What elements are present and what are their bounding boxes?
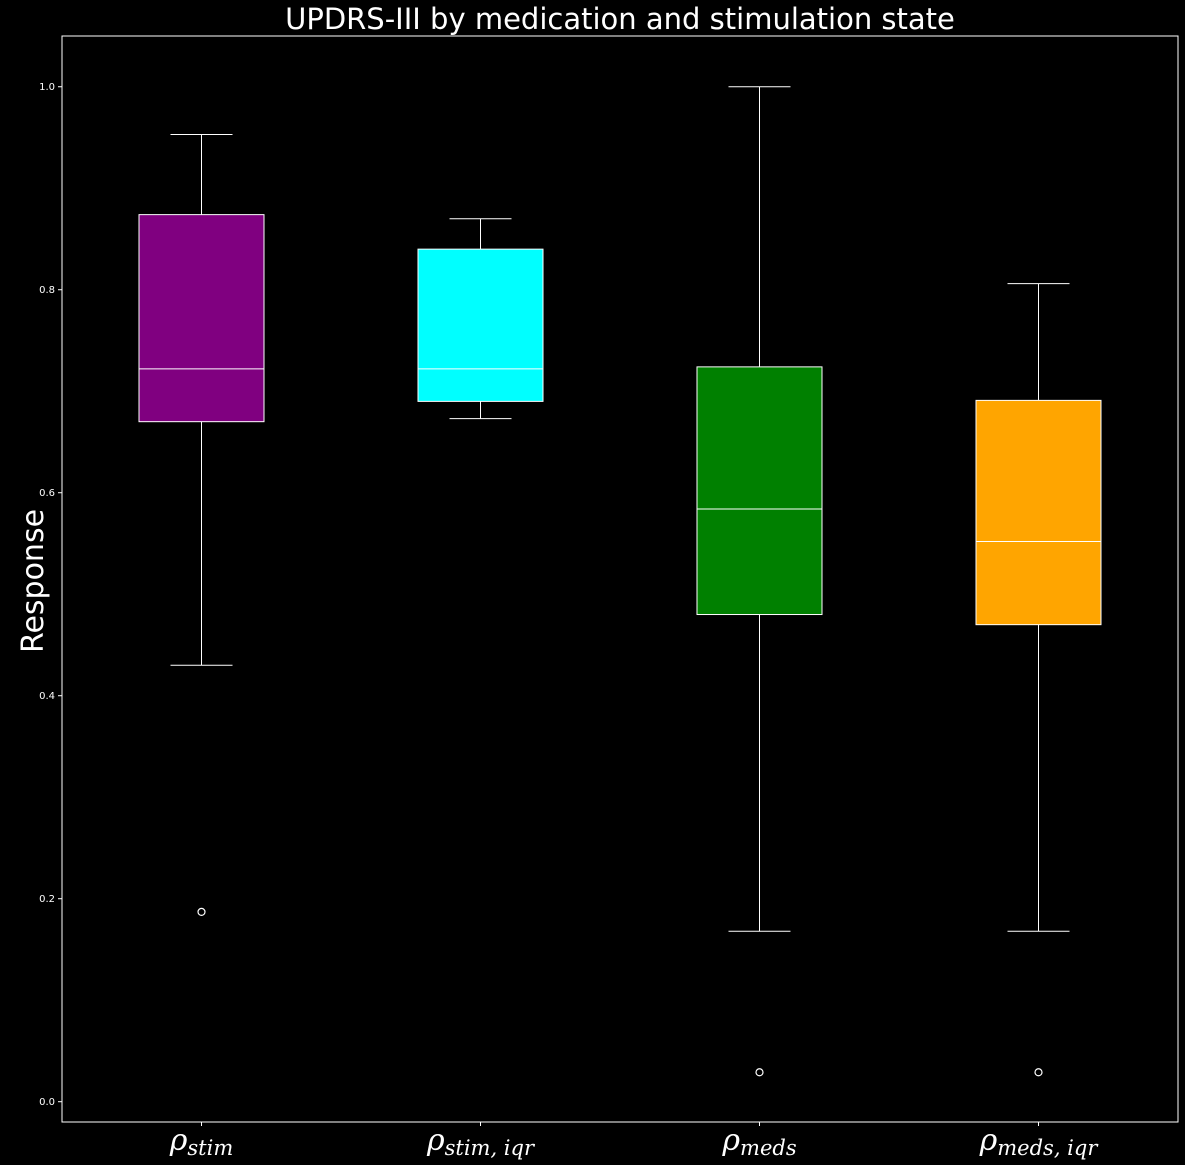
- box-iqr: [417, 248, 544, 402]
- plot-area-frame: [61, 35, 1179, 1123]
- y-tick-label: 0.8: [39, 285, 55, 296]
- y-tick-label: 0.2: [39, 894, 55, 905]
- x-tick-symbol: ρ: [426, 1123, 445, 1158]
- box-iqr: [138, 214, 265, 423]
- box-iqr: [975, 399, 1102, 626]
- box-group: [417, 218, 544, 420]
- box-group: [138, 133, 265, 917]
- x-tick-symbol: ρ: [721, 1123, 740, 1158]
- x-tick-label: ρstim: [169, 1123, 234, 1160]
- x-tick-symbol: ρ: [979, 1123, 998, 1158]
- x-tick-label: ρmeds: [721, 1123, 796, 1160]
- y-tick-label: 1.0: [39, 82, 55, 93]
- y-axis-label: Response: [16, 509, 51, 653]
- x-axis: ρstim ρstim, iqr ρmeds ρmeds, iqr: [169, 1122, 1100, 1160]
- x-tick-subscript: meds, iqr: [997, 1136, 1099, 1160]
- y-tick-label: 0.0: [39, 1097, 55, 1108]
- x-tick-label: ρmeds, iqr: [979, 1123, 1100, 1160]
- x-tick-subscript: meds: [740, 1136, 797, 1160]
- y-tick-label: 0.4: [39, 691, 55, 702]
- x-tick-subscript: stim, iqr: [445, 1136, 536, 1160]
- box-group: [696, 86, 823, 1077]
- outlier-point: [197, 907, 206, 917]
- outlier-point: [1034, 1068, 1043, 1077]
- boxes-layer: [138, 86, 1102, 1077]
- x-tick-label: ρstim, iqr: [426, 1123, 536, 1160]
- box-group: [975, 283, 1102, 1077]
- chart-title: UPDRS-III by medication and stimulation …: [285, 2, 955, 36]
- box-iqr: [696, 366, 823, 616]
- y-axis: 0.0 0.2 0.4 0.6 0.8 1.0: [39, 82, 62, 1108]
- x-tick-subscript: stim: [187, 1136, 233, 1160]
- outlier-point: [755, 1068, 764, 1077]
- x-tick-symbol: ρ: [169, 1123, 188, 1158]
- y-tick-label: 0.6: [39, 488, 55, 499]
